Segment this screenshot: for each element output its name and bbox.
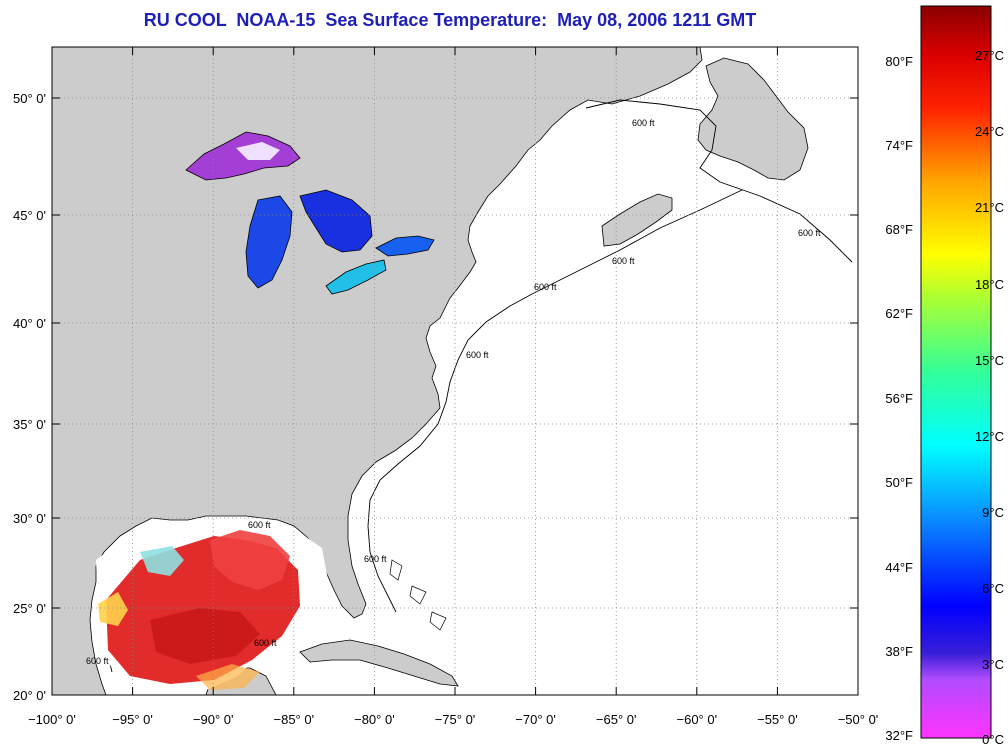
contour-label: 600 ft [632,118,655,128]
colorbar-c-label: 9°C [982,505,1004,520]
colorbar-f-label: 56°F [885,391,913,406]
colorbar-f-label: 32°F [885,728,913,743]
contour-label: 600 ft [86,656,109,666]
lon-tick-label: −75° 0' [435,712,476,727]
colorbar-c-label: 18°C [975,277,1004,292]
colorbar-f-label: 80°F [885,54,913,69]
contour-label: 600 ft [466,350,489,360]
colorbar-c-label: 15°C [975,353,1004,368]
contour-label: 600 ft [248,520,271,530]
colorbar-f-label: 68°F [885,222,913,237]
colorbar-c-label: 12°C [975,429,1004,444]
contour-label: 600 ft [798,228,821,238]
colorbar-c-label: 21°C [975,200,1004,215]
lat-tick-label: 45° 0' [13,208,46,223]
lon-tick-label: −85° 0' [274,712,315,727]
contour-label: 600 ft [612,256,635,266]
sst-map-figure: −100° 0' −95° 0' −90° 0' −85° 0' −80° 0' −75°… [0,0,1008,754]
colorbar-c-label: 24°C [975,124,1004,139]
contour-label: 600 ft [364,554,387,564]
lon-tick-label: −60° 0' [677,712,718,727]
colorbar-f-label: 74°F [885,138,913,153]
lon-tick-label: −90° 0' [193,712,234,727]
colorbar-fahrenheit-labels: 80°F 74°F 68°F 62°F 56°F 50°F 44°F 38°F 32°F [885,54,913,743]
lon-tick-label: −65° 0' [596,712,637,727]
lat-tick-label: 30° 0' [13,511,46,526]
lat-tick-label: 20° 0' [13,688,46,703]
lat-tick-label: 35° 0' [13,417,46,432]
colorbar-c-label: 6°C [982,581,1004,596]
contour-label: 600 ft [534,282,557,292]
colorbar-f-label: 50°F [885,475,913,490]
colorbar-c-label: 27°C [975,48,1004,63]
lat-tick-label: 50° 0' [13,91,46,106]
contour-label: 600 ft [254,638,277,648]
lon-tick-label: −70° 0' [515,712,556,727]
colorbar-c-label: 0°C [982,732,1004,747]
colorbar-f-label: 62°F [885,306,913,321]
lon-tick-label: −80° 0' [354,712,395,727]
lat-tick-label: 25° 0' [13,601,46,616]
lat-tick-label: 40° 0' [13,316,46,331]
colorbar-f-label: 44°F [885,560,913,575]
lon-tick-label: −100° 0' [28,712,76,727]
colorbar-f-label: 38°F [885,644,913,659]
colorbar [921,6,991,738]
lon-tick-label: −50° 0' [838,712,879,727]
colorbar-c-label: 3°C [982,657,1004,672]
lon-tick-label: −95° 0' [112,712,153,727]
lon-tick-label: −55° 0' [757,712,798,727]
